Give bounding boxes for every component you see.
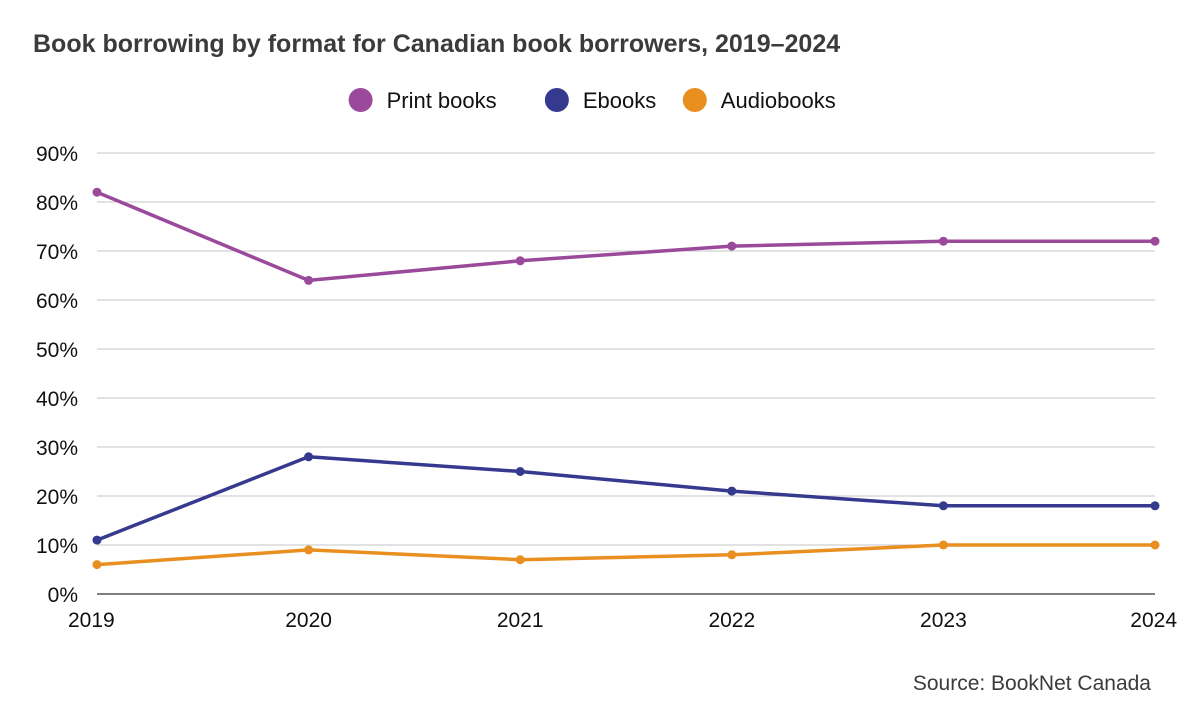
y-tick-label: 80%: [36, 192, 78, 215]
y-tick-label: 20%: [36, 486, 78, 509]
x-tick-label: 2019: [68, 609, 115, 632]
series-line-audiobooks: [95, 543, 1157, 567]
data-point-ebooks: [727, 486, 737, 496]
legend-item-print-books: Print books: [348, 88, 497, 113]
y-tick-label: 60%: [36, 290, 78, 313]
y-tick-label: 70%: [36, 241, 78, 264]
legend-label: Audiobooks: [721, 88, 836, 113]
data-point-ebooks: [938, 501, 948, 511]
source-note: Source: BookNet Canada: [912, 672, 1151, 695]
legend: Print books Ebooks Audiobooks: [348, 88, 836, 113]
data-point-audiobooks: [515, 555, 525, 565]
y-tick-label: 50%: [36, 339, 78, 362]
legend-label: Ebooks: [583, 88, 656, 113]
data-point-audiobooks: [1150, 540, 1160, 550]
data-point-audiobooks: [304, 545, 314, 555]
series-line-ebooks: [95, 455, 1157, 542]
legend-marker: [682, 88, 707, 112]
legend-marker: [544, 88, 569, 112]
legend-marker: [348, 88, 373, 112]
legend-item-audiobooks: Audiobooks: [682, 88, 836, 113]
data-point-audiobooks: [938, 540, 948, 550]
x-tick-label: 2023: [920, 609, 967, 632]
data-point-print-books: [515, 256, 525, 266]
data-point-audiobooks: [727, 550, 737, 560]
y-tick-label: 90%: [36, 143, 78, 166]
y-tick-label: 30%: [36, 437, 78, 460]
x-axis: 2019 2020 2021 2022 2023 2024: [68, 609, 1177, 632]
data-point-ebooks: [304, 452, 314, 462]
x-tick-label: 2021: [497, 609, 544, 632]
data-point-ebooks: [1150, 501, 1160, 511]
legend-item-ebooks: Ebooks: [544, 88, 656, 113]
data-point-print-books: [938, 236, 948, 246]
plot-area: [92, 187, 1160, 570]
legend-label: Print books: [387, 88, 497, 113]
series-line-print-books: [95, 190, 1157, 283]
x-tick-label: 2020: [285, 609, 332, 632]
x-tick-label: 2024: [1130, 609, 1177, 632]
y-tick-label: 40%: [36, 388, 78, 411]
x-tick-label: 2022: [708, 609, 755, 632]
chart-title: Book borrowing by format for Canadian bo…: [33, 30, 841, 58]
y-tick-label: 0%: [48, 584, 78, 607]
data-point-audiobooks: [92, 560, 102, 570]
y-axis: 0% 10% 20% 30% 40% 50% 60% 70% 80% 90%: [36, 143, 78, 607]
gridlines: [97, 152, 1155, 595]
data-point-print-books: [1150, 236, 1160, 246]
data-point-print-books: [304, 275, 314, 285]
data-point-ebooks: [92, 535, 102, 545]
y-tick-label: 10%: [36, 535, 78, 558]
data-point-ebooks: [515, 467, 525, 476]
data-point-print-books: [727, 241, 737, 251]
data-point-print-books: [92, 187, 102, 197]
